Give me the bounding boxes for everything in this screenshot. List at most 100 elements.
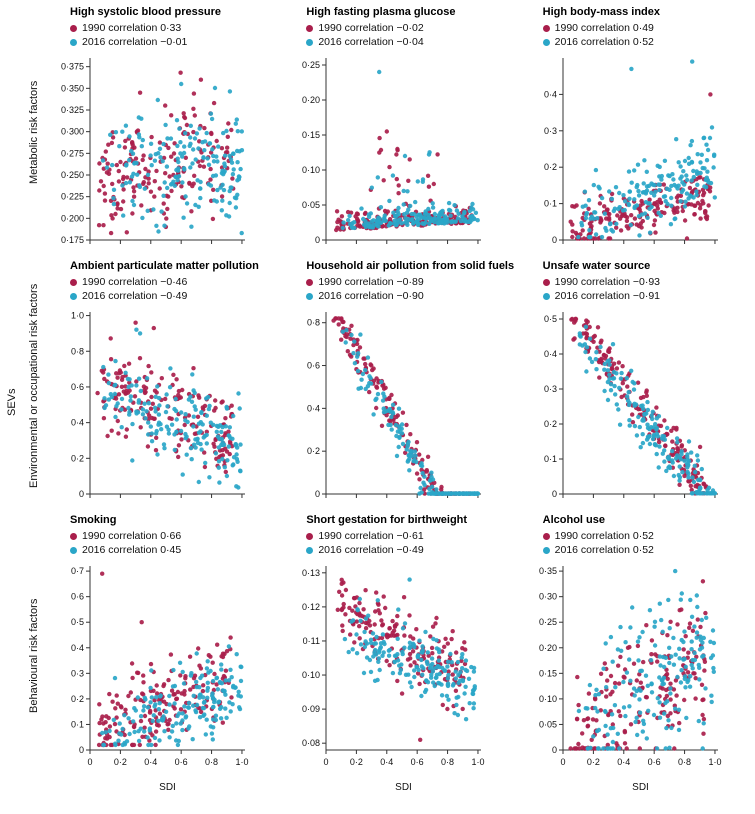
svg-text:0: 0 — [560, 757, 565, 767]
svg-text:0·250: 0·250 — [61, 170, 84, 180]
svg-text:1·0: 1·0 — [235, 757, 248, 767]
svg-text:0·5: 0·5 — [71, 617, 84, 627]
legend-item-1990: 1990 correlation 0·66 — [70, 529, 278, 543]
svg-text:0·35: 0·35 — [539, 566, 557, 576]
svg-text:0·1: 0·1 — [544, 454, 557, 464]
legend-dot-1990-icon — [70, 278, 77, 286]
svg-text:0·2: 0·2 — [71, 453, 84, 463]
svg-text:0·225: 0·225 — [61, 192, 84, 202]
scatter-panel: High systolic blood pressure 1990 correl… — [52, 6, 278, 260]
svg-text:0·08: 0·08 — [302, 738, 320, 748]
svg-text:0·5: 0·5 — [544, 314, 557, 324]
legend-item-2016: 2016 correlation 0·52 — [542, 35, 751, 49]
scatter-panel: Ambient particulate matter pollution 199… — [52, 260, 278, 514]
legend-label-1990: 1990 correlation −0·46 — [82, 276, 188, 288]
svg-text:0·325: 0·325 — [61, 105, 84, 115]
legend-label-1990: 1990 correlation 0·33 — [82, 22, 182, 34]
panel-legend: 1990 correlation 0·66 2016 correlation 0… — [70, 529, 278, 557]
svg-text:0·1: 0·1 — [71, 719, 84, 729]
legend-dot-2016-icon — [70, 38, 77, 46]
svg-text:0·8: 0·8 — [307, 318, 320, 328]
panel-title: Household air pollution from solid fuels — [306, 260, 515, 272]
svg-text:0·8: 0·8 — [205, 757, 218, 767]
legend-label-2016: 2016 correlation −0·01 — [82, 36, 188, 48]
legend-label-1990: 1990 correlation 0·66 — [82, 530, 182, 542]
svg-text:0·10: 0·10 — [539, 694, 557, 704]
svg-text:0·200: 0·200 — [61, 213, 84, 223]
svg-text:0·4: 0·4 — [381, 757, 394, 767]
svg-text:0·8: 0·8 — [678, 757, 691, 767]
scatter-plot: 0·175 0·200 0·225 0·250 0·275 0·300 0·325 0·350… — [61, 58, 245, 245]
svg-text:0·12: 0·12 — [302, 602, 320, 612]
svg-text:0: 0 — [552, 235, 557, 245]
legend-dot-2016-icon — [306, 546, 314, 554]
legend-label-1990: 1990 correlation −0·89 — [318, 276, 424, 288]
legend-item-1990: 1990 correlation 0·49 — [542, 21, 751, 35]
legend-label-2016: 2016 correlation 0·52 — [554, 544, 654, 556]
svg-text:0·10: 0·10 — [302, 670, 320, 680]
panel-legend: 1990 correlation −0·02 2016 correlation … — [306, 21, 514, 49]
svg-text:0·4: 0·4 — [144, 757, 157, 767]
panel-legend: 1990 correlation −0·46 2016 correlation … — [70, 275, 278, 303]
panel-title: Smoking — [70, 514, 117, 526]
svg-text:0·8: 0·8 — [71, 346, 84, 356]
panel-title: High body-mass index — [542, 6, 661, 18]
scatter-panel: High body-mass index 1990 correlation 0·… — [525, 6, 751, 260]
legend-dot-1990-icon — [306, 532, 314, 540]
panel-title: Unsafe water source — [542, 260, 651, 272]
legend-dot-2016-icon — [70, 546, 77, 554]
global-y-axis-label: SEVs — [6, 388, 18, 416]
panel-title: Short gestation for birthweight — [306, 514, 468, 526]
scatter-panel: Unsafe water source 1990 correlation −0·… — [525, 260, 751, 514]
svg-text:SDI: SDI — [632, 782, 649, 793]
scatter-plot: 0 0·05 0·10 0·15 0·20 0·25 — [302, 58, 482, 245]
svg-text:0·10: 0·10 — [302, 165, 320, 175]
svg-text:0·4: 0·4 — [307, 403, 320, 413]
panel-title: High systolic blood pressure — [70, 6, 221, 18]
panel-title: Alcohol use — [542, 514, 605, 526]
scatter-panel: Household air pollution from solid fuels… — [288, 260, 514, 514]
scatter-panel: Smoking 1990 correlation 0·66 2016 corre… — [52, 514, 278, 800]
legend-label-2016: 2016 correlation 0·52 — [554, 36, 654, 48]
legend-dot-1990-icon — [306, 278, 314, 286]
svg-text:SDI: SDI — [395, 782, 412, 793]
svg-text:0·1: 0·1 — [544, 199, 557, 209]
panel-legend: 1990 correlation 0·33 2016 correlation −… — [70, 21, 278, 49]
legend-dot-2016-icon — [306, 38, 314, 46]
svg-text:0·6: 0·6 — [647, 757, 660, 767]
svg-text:0·6: 0·6 — [71, 592, 84, 602]
scatter-panel: Short gestation for birthweight 1990 cor… — [288, 514, 514, 800]
svg-text:0·15: 0·15 — [539, 668, 557, 678]
svg-text:0·3: 0·3 — [71, 668, 84, 678]
panel-grid: High systolic blood pressure 1990 correl… — [52, 6, 751, 800]
svg-text:0·25: 0·25 — [302, 60, 320, 70]
scatter-plot: 0 0·1 0·2 0·3 0·4 0·5 0·6 0·7 0 0·2 0·4 0·6 0·8 1·0 SD… — [71, 566, 248, 793]
legend-dot-1990-icon — [542, 24, 550, 32]
legend-dot-1990-icon — [542, 278, 550, 286]
row-label-metabolic: Metabolic risk factors — [28, 80, 40, 184]
svg-text:0·2: 0·2 — [544, 419, 557, 429]
scatter-plot: 0 0·05 0·10 0·15 0·20 0·25 0·30 0·35 0 0·2 0·4 0·6 0… — [539, 566, 721, 793]
legend-item-2016: 2016 correlation −0·01 — [70, 35, 278, 49]
legend-item-2016: 2016 correlation −0·90 — [306, 289, 514, 303]
svg-text:0·375: 0·375 — [61, 62, 84, 72]
svg-text:0·2: 0·2 — [307, 446, 320, 456]
svg-text:0·175: 0·175 — [61, 235, 84, 245]
svg-text:0·6: 0·6 — [307, 361, 320, 371]
svg-text:0: 0 — [324, 757, 329, 767]
legend-item-2016: 2016 correlation −0·49 — [70, 289, 278, 303]
panel-legend: 1990 correlation 0·49 2016 correlation 0… — [542, 21, 751, 49]
legend-label-2016: 2016 correlation 0·45 — [82, 544, 182, 556]
scatter-panel: High fasting plasma glucose 1990 correla… — [288, 6, 514, 260]
svg-text:0·275: 0·275 — [61, 148, 84, 158]
legend-label-1990: 1990 correlation 0·52 — [554, 530, 654, 542]
scatter-plot: 0 0·1 0·2 0·3 0·4 0·5 — [544, 312, 718, 499]
svg-text:0·2: 0·2 — [71, 694, 84, 704]
legend-dot-2016-icon — [542, 292, 550, 300]
svg-text:0·350: 0·350 — [61, 83, 84, 93]
legend-item-1990: 1990 correlation −0·46 — [70, 275, 278, 289]
legend-label-2016: 2016 correlation −0·49 — [318, 544, 424, 556]
scatter-panel: Alcohol use 1990 correlation 0·52 2016 c… — [525, 514, 751, 800]
svg-text:0·6: 0·6 — [175, 757, 188, 767]
legend-item-2016: 2016 correlation −0·49 — [306, 543, 514, 557]
